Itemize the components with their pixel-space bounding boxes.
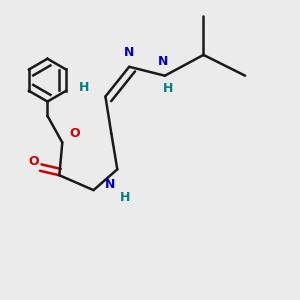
Text: H: H <box>163 82 173 95</box>
Text: N: N <box>105 178 115 191</box>
Text: H: H <box>79 81 89 94</box>
Text: O: O <box>29 155 39 168</box>
Text: N: N <box>124 46 134 59</box>
Text: N: N <box>158 55 169 68</box>
Text: H: H <box>119 191 130 204</box>
Text: O: O <box>69 127 80 140</box>
